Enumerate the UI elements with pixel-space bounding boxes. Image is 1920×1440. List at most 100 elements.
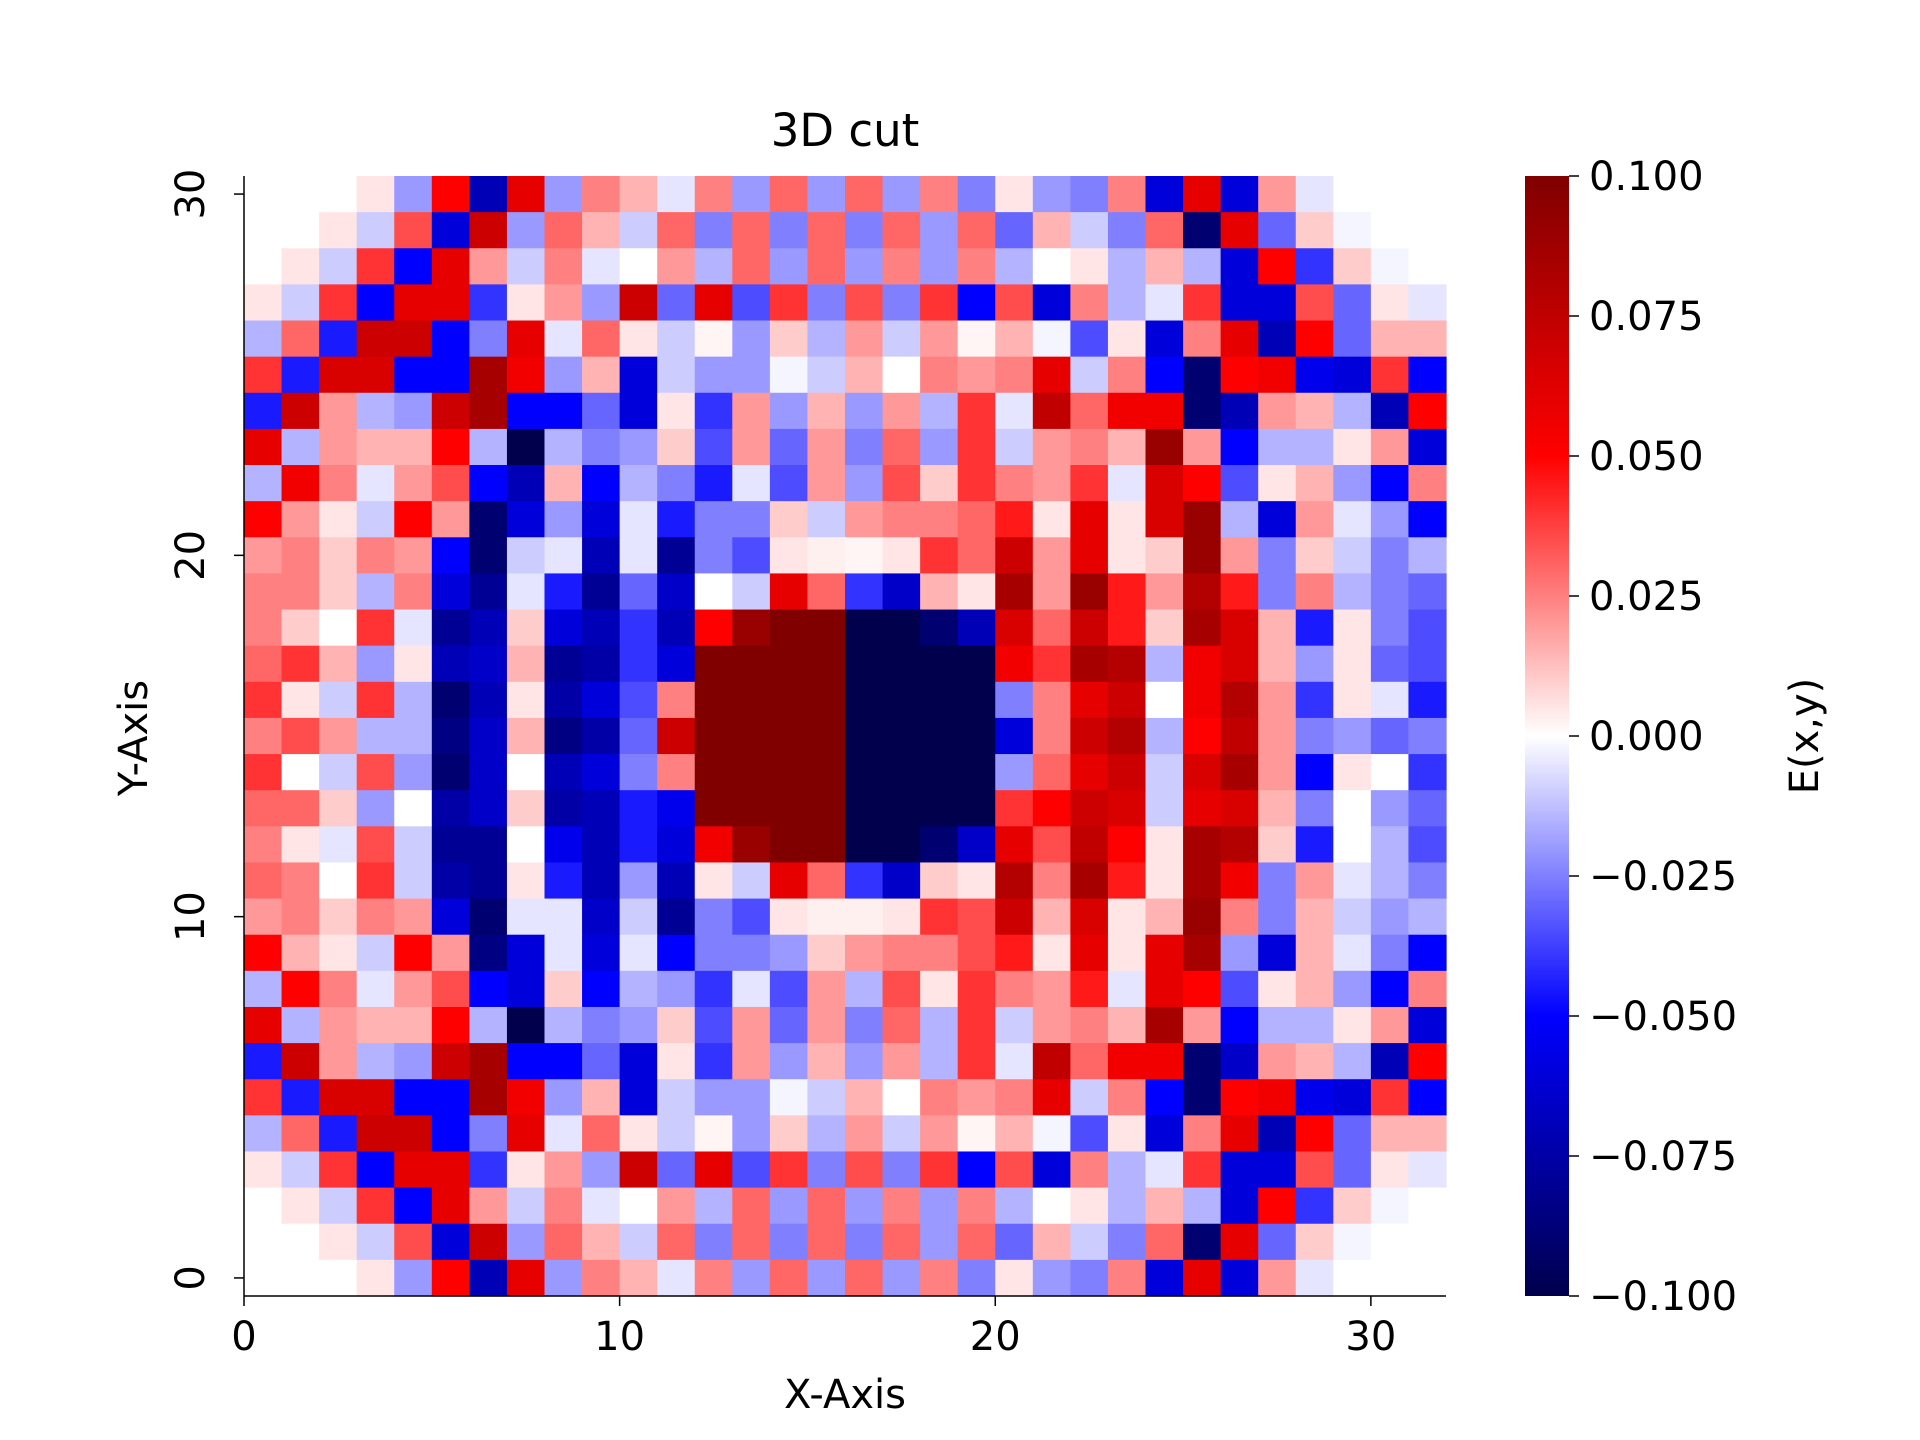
heatmap-cell <box>1070 717 1109 755</box>
heatmap-cell <box>582 681 621 719</box>
heatmap-cell <box>1145 356 1184 394</box>
y-tick-label: 0 <box>168 1265 214 1290</box>
heatmap-cell <box>356 573 395 611</box>
heatmap-cell <box>1295 934 1334 972</box>
heatmap-cell <box>582 1006 621 1044</box>
heatmap-cell <box>544 212 583 249</box>
heatmap-cell <box>394 501 433 538</box>
heatmap-cell <box>469 826 508 864</box>
heatmap-cell <box>319 320 358 358</box>
heatmap-cell <box>657 356 696 394</box>
heatmap-cell <box>694 1115 733 1153</box>
heatmap-cell <box>1408 1223 1447 1261</box>
heatmap-cell <box>957 1223 996 1261</box>
heatmap-cell <box>845 898 884 936</box>
heatmap-cell <box>882 1223 921 1261</box>
heatmap-cell <box>807 248 846 285</box>
heatmap-cell <box>356 465 395 502</box>
heatmap-cell <box>769 1006 809 1044</box>
heatmap-cell <box>1220 862 1259 900</box>
heatmap-cell <box>281 754 320 791</box>
heatmap-cell <box>694 573 733 611</box>
heatmap-cell <box>1258 1043 1297 1080</box>
heatmap-cell <box>1408 970 1447 1008</box>
heatmap-cell <box>807 790 846 827</box>
heatmap-cell <box>544 1043 583 1080</box>
heatmap-cell <box>694 392 733 430</box>
heatmap-cell <box>657 573 696 611</box>
heatmap-cell <box>1145 862 1184 900</box>
heatmap-cell <box>845 1079 884 1116</box>
colorbar-tick-label: 0.025 <box>1589 574 1704 620</box>
heatmap-cell <box>1370 826 1410 864</box>
heatmap-cell <box>394 934 433 972</box>
heatmap-cell <box>694 970 733 1008</box>
heatmap-cell <box>1295 609 1334 647</box>
heatmap-cell <box>694 754 733 791</box>
heatmap-cell <box>619 609 658 647</box>
heatmap-cell <box>920 1043 959 1080</box>
heatmap-cell <box>1145 934 1184 972</box>
heatmap-cell <box>244 428 283 466</box>
heatmap-cell <box>769 1079 809 1116</box>
x-axis-label: X-Axis <box>784 1372 906 1418</box>
heatmap-cell <box>1220 970 1259 1008</box>
heatmap-cell <box>845 1223 884 1261</box>
heatmap-cell <box>1295 1006 1334 1044</box>
heatmap-cell <box>319 392 358 430</box>
heatmap-cell <box>1370 934 1410 972</box>
heatmap-cell <box>1408 1006 1447 1044</box>
heatmap-cell <box>694 681 733 719</box>
heatmap-cell <box>1070 428 1109 466</box>
heatmap-cell <box>506 428 546 466</box>
heatmap-cell <box>882 1006 921 1044</box>
heatmap-cell <box>807 754 846 791</box>
heatmap-cell <box>582 392 621 430</box>
heatmap-cell <box>1295 1187 1334 1225</box>
heatmap-cell <box>1107 681 1147 719</box>
heatmap-cell <box>845 790 884 827</box>
heatmap-cell <box>657 862 696 900</box>
heatmap-cell <box>1370 1006 1410 1044</box>
heatmap-cell <box>995 392 1034 430</box>
heatmap-cell <box>845 717 884 755</box>
heatmap-cell <box>506 1259 546 1297</box>
heatmap-cell <box>732 826 771 864</box>
heatmap-cell <box>957 1043 996 1080</box>
heatmap-cell <box>807 501 846 538</box>
heatmap-cell <box>394 356 433 394</box>
heatmap-cell <box>995 284 1034 322</box>
heatmap-cell <box>469 1259 508 1297</box>
heatmap-cell <box>769 428 809 466</box>
heatmap-cell <box>882 862 921 900</box>
heatmap-cell <box>1183 1187 1222 1225</box>
heatmap-cell <box>281 1187 320 1225</box>
heatmap-cell <box>469 645 508 683</box>
heatmap-cell <box>1107 754 1147 791</box>
heatmap-cell <box>1107 1043 1147 1080</box>
heatmap-cell <box>506 1115 546 1153</box>
heatmap-cell <box>469 1187 508 1225</box>
heatmap-cell <box>1370 501 1410 538</box>
heatmap-cell <box>1032 248 1071 285</box>
heatmap-cell <box>1183 428 1222 466</box>
heatmap-cell <box>1107 465 1147 502</box>
heatmap-cell <box>807 176 846 213</box>
heatmap-cell <box>732 754 771 791</box>
heatmap-cell <box>1070 356 1109 394</box>
heatmap-cell <box>356 1259 395 1297</box>
heatmap-cell <box>1145 898 1184 936</box>
heatmap-cell <box>619 717 658 755</box>
heatmap-cell <box>1220 717 1259 755</box>
heatmap-cell <box>920 1151 959 1189</box>
heatmap-cell <box>995 212 1034 249</box>
heatmap-cell <box>1145 1043 1184 1080</box>
heatmap-cell <box>469 1151 508 1189</box>
heatmap-cell <box>244 1043 283 1080</box>
heatmap-cell <box>1370 248 1410 285</box>
heatmap-cell <box>394 1115 433 1153</box>
heatmap-cell <box>1183 1223 1222 1261</box>
heatmap-cell <box>319 1151 358 1189</box>
heatmap-cell <box>882 392 921 430</box>
heatmap-cell <box>1032 717 1071 755</box>
